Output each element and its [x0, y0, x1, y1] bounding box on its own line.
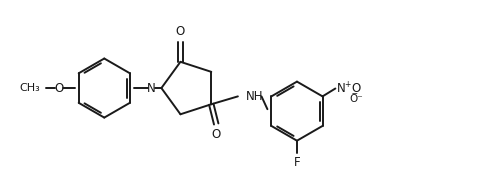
Text: NH: NH [246, 90, 263, 103]
Text: +: + [344, 80, 350, 89]
Text: O: O [212, 128, 221, 141]
Text: O: O [351, 82, 360, 95]
Text: O⁻: O⁻ [349, 94, 363, 104]
Text: CH₃: CH₃ [20, 83, 40, 93]
Text: ‒: ‒ [351, 89, 357, 98]
Text: N: N [147, 82, 156, 95]
Text: F: F [294, 156, 300, 169]
Text: N: N [337, 82, 346, 95]
Text: O: O [176, 25, 185, 38]
Text: O: O [54, 82, 64, 95]
